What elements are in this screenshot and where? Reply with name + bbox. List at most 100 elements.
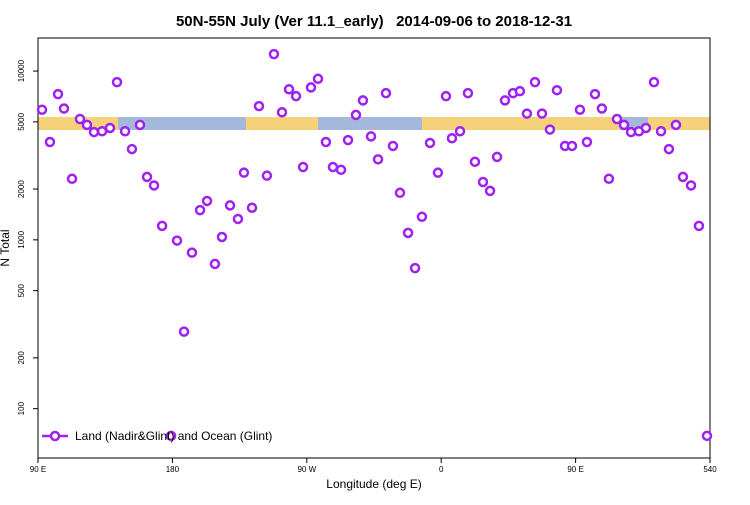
data-point [670, 119, 682, 131]
data-point [409, 262, 421, 274]
data-point [640, 122, 652, 134]
data-point [283, 84, 295, 95]
data-point [186, 247, 198, 258]
x-tick-label: 90 W [297, 465, 316, 474]
legend-marker [49, 430, 61, 442]
y-tick-label: 500 [17, 283, 26, 297]
data-point [268, 48, 280, 60]
data-point [312, 73, 324, 85]
x-tick-label: 90 E [567, 465, 583, 474]
data-point [663, 143, 675, 155]
legend-label: Land (Nadir&Glint) and Ocean (Glint) [75, 429, 272, 443]
data-point [81, 119, 93, 131]
data-point [618, 119, 630, 131]
data-point [238, 167, 250, 178]
data-point [111, 76, 123, 88]
data-point [499, 95, 511, 106]
data-point [320, 136, 332, 148]
data-point [216, 231, 228, 243]
data-point [469, 156, 481, 168]
data-point [104, 122, 116, 134]
data-point [693, 220, 705, 232]
data-point [209, 258, 221, 270]
data-point [648, 76, 660, 88]
data-point [74, 113, 86, 125]
data-point [276, 107, 288, 118]
data-point [566, 140, 578, 152]
data-point [66, 173, 78, 185]
data-point [491, 151, 503, 163]
data-point [335, 164, 347, 176]
data-point [141, 171, 153, 183]
data-point [574, 104, 586, 115]
y-tick-label: 5000 [17, 112, 26, 130]
data-point [58, 103, 70, 114]
data-point [685, 180, 697, 191]
data-point [224, 200, 236, 211]
y-tick-label: 2000 [17, 180, 26, 198]
data-point [521, 108, 533, 119]
data-point [514, 85, 526, 97]
x-tick-label: 180 [166, 465, 180, 474]
data-point [201, 195, 213, 207]
data-point [365, 131, 377, 142]
data-point [432, 167, 444, 178]
data-point [462, 87, 474, 99]
x-tick-label: 0 [439, 465, 444, 474]
data-point [178, 326, 190, 337]
data-point [416, 211, 428, 223]
x-tick-label: 90 E [30, 465, 46, 474]
data-point [394, 187, 406, 199]
data-point [589, 88, 601, 100]
data-point [88, 126, 100, 138]
data-point [387, 140, 399, 152]
data-point [194, 204, 206, 216]
data-point [380, 87, 392, 99]
y-tick-label: 1000 [17, 230, 26, 248]
data-point [551, 84, 563, 96]
y-tick-label: 200 [17, 351, 26, 365]
data-point [603, 173, 615, 185]
data-point [596, 103, 608, 114]
data-point [165, 430, 177, 442]
x-tick-label: 540 [703, 465, 717, 474]
data-point [148, 180, 160, 191]
x-axis-label: Longitude (deg E) [326, 477, 421, 491]
land-ocean-strip [38, 117, 710, 130]
data-point [440, 90, 452, 102]
y-tick-label: 100 [17, 401, 26, 415]
y-tick-label: 10000 [17, 59, 26, 82]
data-point [544, 124, 556, 135]
data-point [297, 161, 309, 173]
data-point [424, 137, 436, 149]
data-point [477, 176, 489, 188]
data-point [52, 88, 64, 100]
data-point [156, 220, 168, 232]
data-point [126, 143, 138, 155]
data-point [402, 227, 414, 239]
plot-frame [37, 37, 711, 459]
y-axis-label: N Total [0, 229, 12, 266]
data-point [171, 235, 183, 246]
data-point [44, 136, 56, 148]
data-point [372, 154, 384, 165]
data-point [232, 213, 244, 225]
land-band [422, 117, 620, 130]
data-point [36, 104, 48, 115]
data-point [327, 161, 339, 173]
data-point [454, 125, 466, 137]
data-point [611, 113, 623, 125]
land-band [246, 117, 318, 130]
data-point [529, 76, 541, 88]
data-point [305, 82, 317, 93]
data-point [119, 125, 131, 137]
data-point [581, 136, 593, 148]
data-point [342, 134, 354, 146]
data-point [253, 100, 265, 112]
data-point [261, 170, 273, 181]
data-point [350, 109, 362, 121]
data-point [536, 108, 548, 119]
data-point [677, 171, 689, 183]
data-point [484, 185, 496, 197]
